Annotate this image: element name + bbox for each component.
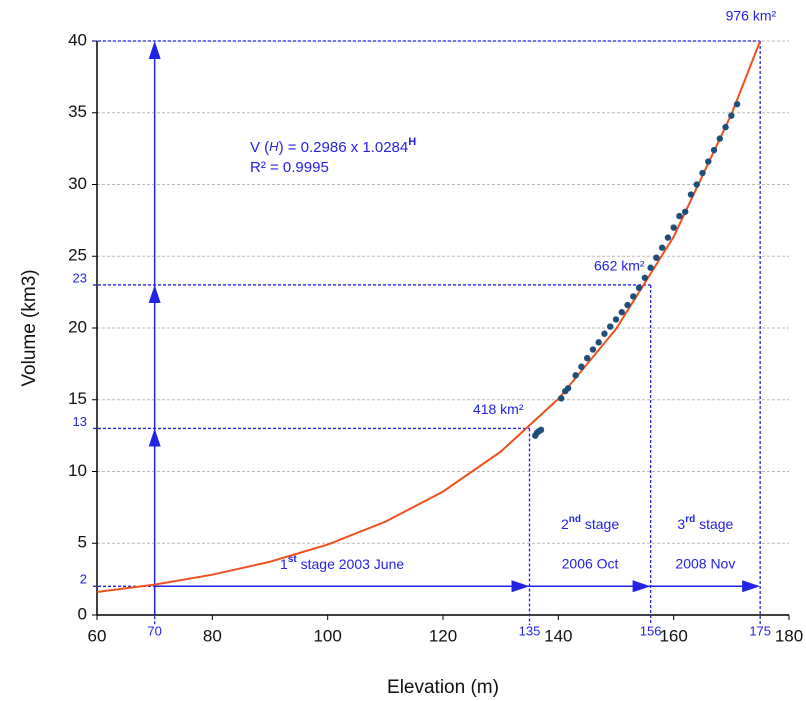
observation xyxy=(722,123,729,131)
observation xyxy=(607,323,614,330)
observation xyxy=(618,309,625,316)
observation xyxy=(647,264,654,271)
level-x-label: 70 xyxy=(147,623,161,638)
annotation: V (H) = 0.2986 x 1.0284H xyxy=(250,136,416,156)
x-tick-label: 80 xyxy=(203,626,222,645)
observation xyxy=(653,254,660,261)
observation xyxy=(624,301,631,309)
area-label: 976 km² xyxy=(726,8,777,24)
y-tick-label: 10 xyxy=(68,461,87,480)
observation xyxy=(641,274,649,281)
observation xyxy=(699,169,706,177)
x-tick-label: 100 xyxy=(313,626,341,645)
level-x-label: 135 xyxy=(519,623,541,638)
annotation-part: V ( xyxy=(250,139,269,156)
annotation-part: rd xyxy=(685,514,695,525)
observation xyxy=(558,395,565,402)
annotation-part: 2 xyxy=(561,516,569,532)
x-tick-label: 160 xyxy=(659,626,687,645)
level-x-label: 175 xyxy=(749,623,771,638)
observation xyxy=(635,284,643,292)
y-tick-label: 20 xyxy=(68,317,87,336)
annotation-part: ) = 0.2986 x 1.0284 xyxy=(279,139,409,156)
observation xyxy=(710,146,718,154)
y-tick-label: 15 xyxy=(68,389,87,408)
annotation-part: stage xyxy=(695,516,733,532)
annotation-part: stage 2003 June xyxy=(297,556,405,572)
annotation-part: nd xyxy=(569,514,581,525)
observation xyxy=(658,244,666,251)
observation xyxy=(693,181,700,188)
annotation-part: 1 xyxy=(280,556,288,572)
observation xyxy=(601,330,608,337)
observation xyxy=(612,316,620,323)
observation xyxy=(705,158,712,165)
level-y-label: 2 xyxy=(80,572,87,587)
y-tick-label: 5 xyxy=(78,533,87,552)
observation xyxy=(537,426,545,434)
stage-date: 2006 Oct xyxy=(562,556,619,572)
x-tick-label: 120 xyxy=(429,626,457,645)
x-tick-label: 140 xyxy=(544,626,572,645)
annotation: 2nd stage xyxy=(561,514,619,532)
observation xyxy=(676,212,683,220)
x-axis-label: Elevation (m) xyxy=(387,677,499,698)
observation xyxy=(670,224,677,231)
observation xyxy=(682,208,689,215)
annotation: 1st stage 2003 June xyxy=(280,554,404,572)
observation xyxy=(664,234,672,241)
level-y-label: 23 xyxy=(73,270,87,285)
annotation-part: 3 xyxy=(677,516,685,532)
observation xyxy=(564,385,572,392)
annotation-part: stage xyxy=(581,516,619,532)
level-y-label: 13 xyxy=(73,414,87,429)
annotation: 3rd stage xyxy=(677,514,733,532)
fit-curve xyxy=(96,40,762,594)
observation xyxy=(733,100,741,108)
annotation-part: H xyxy=(269,139,279,154)
r-squared: R² = 0.9995 xyxy=(250,159,329,176)
observation xyxy=(687,191,695,198)
y-axis-label: Volume (km3) xyxy=(19,269,40,386)
annotation-part: st xyxy=(288,554,298,565)
y-tick-label: 25 xyxy=(68,246,87,265)
stage-date: 2008 Nov xyxy=(675,556,735,572)
y-tick-label: 40 xyxy=(68,30,87,49)
observation xyxy=(572,372,579,379)
level-x-label: 156 xyxy=(640,623,662,638)
observation xyxy=(716,135,723,142)
y-tick-label: 35 xyxy=(68,102,87,121)
observation xyxy=(630,293,637,300)
observation xyxy=(728,112,735,119)
annotation-part: H xyxy=(408,136,416,148)
x-tick-label: 180 xyxy=(775,626,803,645)
y-tick-label: 30 xyxy=(68,174,87,193)
observation xyxy=(589,346,597,353)
observation xyxy=(583,354,591,362)
observation xyxy=(595,339,602,346)
area-label: 662 km² xyxy=(594,258,645,274)
observation xyxy=(578,363,585,370)
area-label: 418 km² xyxy=(473,401,524,417)
y-tick-label: 0 xyxy=(78,604,87,623)
x-tick-label: 60 xyxy=(88,626,107,645)
